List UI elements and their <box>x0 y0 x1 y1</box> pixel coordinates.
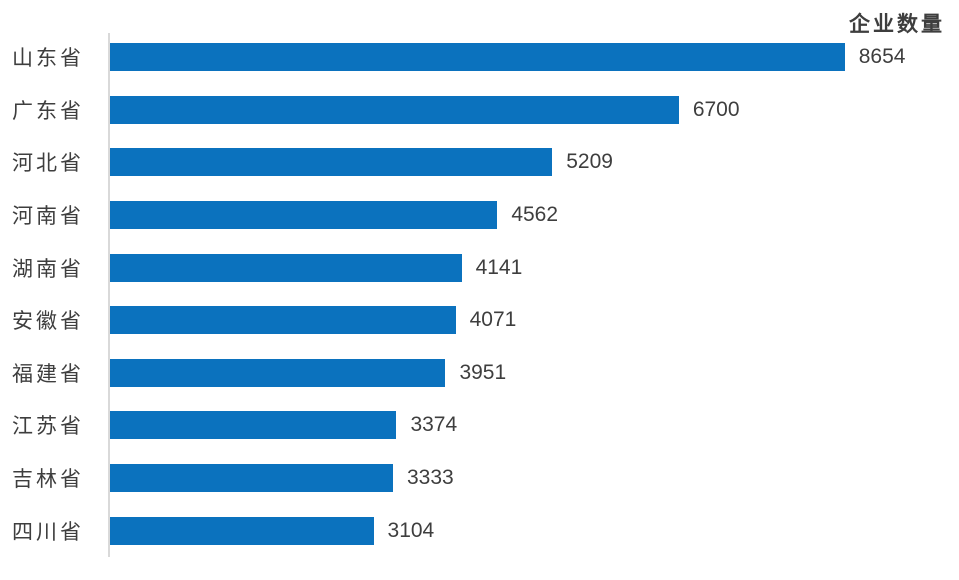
value-label: 8654 <box>858 45 906 69</box>
bar-row: 河南省 4562 <box>0 189 959 242</box>
bar <box>110 411 397 440</box>
category-label: 山东省 <box>12 46 84 71</box>
category-label: 湖南省 <box>12 256 84 281</box>
bar-row: 安徽省 4071 <box>0 294 959 347</box>
category-label: 广东省 <box>12 98 84 123</box>
bar-track: 4141 <box>110 241 959 294</box>
value-label: 4071 <box>469 308 517 332</box>
value-label: 4562 <box>511 203 559 227</box>
bar <box>110 464 393 493</box>
bar-row: 河北省 5209 <box>0 136 959 189</box>
category-label: 河南省 <box>12 204 84 229</box>
category-label: 吉林省 <box>12 467 84 492</box>
category-label: 安徽省 <box>12 309 84 334</box>
bar-track: 3951 <box>110 347 959 400</box>
bar-row: 广东省 6700 <box>0 84 959 137</box>
bar <box>110 43 845 72</box>
value-label: 3104 <box>387 518 435 542</box>
bar <box>110 95 679 124</box>
bar-track: 6700 <box>110 84 959 137</box>
bar-track: 3333 <box>110 452 959 505</box>
value-label: 4141 <box>475 255 523 279</box>
bar-track: 5209 <box>110 136 959 189</box>
bar <box>110 516 374 545</box>
bar-track: 4562 <box>110 189 959 242</box>
value-label: 6700 <box>692 97 740 121</box>
category-axis-line <box>108 33 110 557</box>
bar-rows: 山东省 8654 广东省 6700 河北省 5209 河南省 4562 湖南省 4141 安徽省 40… <box>0 31 959 557</box>
bar-track: 3374 <box>110 399 959 452</box>
category-label: 四川省 <box>12 519 84 544</box>
value-label: 3333 <box>406 466 454 490</box>
bar-row: 吉林省 3333 <box>0 452 959 505</box>
bar-track: 8654 <box>110 31 959 84</box>
value-label: 3374 <box>410 413 458 437</box>
bar-row: 山东省 8654 <box>0 31 959 84</box>
bar-row: 四川省 3104 <box>0 504 959 557</box>
chart-title: 企业数量 <box>849 13 945 36</box>
category-label: 福建省 <box>12 361 84 386</box>
bar <box>110 358 446 387</box>
bar <box>110 201 498 230</box>
bar <box>110 253 462 282</box>
bar-track: 4071 <box>110 294 959 347</box>
category-label: 河北省 <box>12 151 84 176</box>
bar-row: 江苏省 3374 <box>0 399 959 452</box>
value-label: 3951 <box>459 360 507 384</box>
value-label: 5209 <box>566 150 613 174</box>
bar-track: 3104 <box>110 504 959 557</box>
bar <box>110 306 456 335</box>
category-label: 江苏省 <box>12 414 84 439</box>
bar <box>110 148 553 177</box>
bar-row: 湖南省 4141 <box>0 241 959 294</box>
bar-row: 福建省 3951 <box>0 347 959 400</box>
